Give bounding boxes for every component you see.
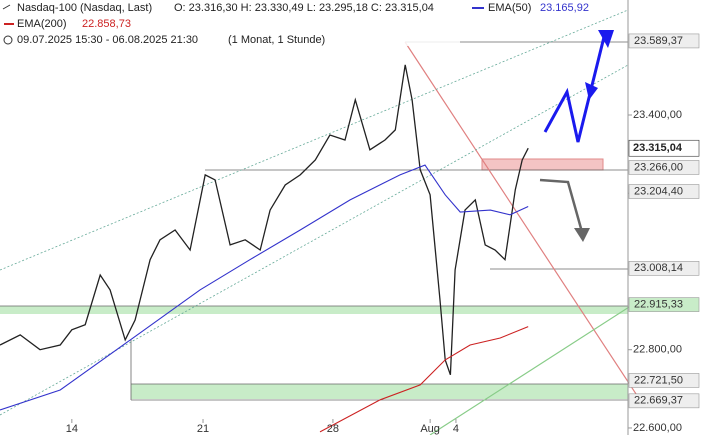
arrow-head	[598, 30, 614, 48]
level-label: 23.204,40	[634, 185, 683, 197]
y-tick-label: 23.400,00	[633, 109, 682, 121]
x-tick-label: 4	[453, 423, 459, 435]
level-label: 23.589,37	[634, 35, 683, 47]
level-label-box	[628, 33, 700, 49]
x-tick-label: 14	[66, 423, 78, 435]
arrow-head	[585, 82, 598, 100]
resistance-zone	[481, 158, 604, 171]
forecast-arrow	[539, 178, 584, 233]
icon	[2, 4, 11, 10]
x-tick-label: Aug	[420, 423, 440, 435]
ema-line	[0, 164, 529, 411]
level-label-box	[628, 260, 700, 276]
ema-line	[319, 326, 529, 433]
support-zone	[0, 306, 628, 314]
level-label: 22.669,37	[634, 395, 683, 407]
x-tick-label: 28	[327, 423, 339, 435]
level-label: 22.915,33	[634, 299, 683, 311]
y-tick-label: 22.600,00	[633, 422, 682, 434]
current-price-label: 23.315,04	[633, 142, 683, 154]
trend-line	[429, 299, 641, 435]
legend-name: EMA(50)	[488, 2, 531, 14]
date-range: 09.07.2025 15:30 - 06.08.2025 21:30	[17, 34, 198, 46]
level-label-box	[628, 373, 700, 388]
legend-name: EMA(200)	[17, 18, 67, 30]
channel-line	[0, 64, 629, 416]
trend-line	[404, 41, 641, 401]
legend-value: 22.858,73	[82, 18, 131, 30]
legend-value: 23.165,92	[540, 2, 589, 14]
level-label-box	[628, 297, 700, 312]
support-zone	[131, 384, 628, 399]
ohlc: O: 23.316,30 H: 23.330,49 L: 23.295,18 C…	[174, 2, 434, 14]
x-tick-label: 21	[197, 423, 209, 435]
channel-line	[0, 9, 629, 271]
level-label: 23.266,00	[634, 161, 683, 173]
plot	[0, 64, 529, 433]
level-label-box	[628, 393, 700, 409]
period: (1 Monat, 1 Stunde)	[228, 34, 325, 46]
level-label: 22.721,50	[634, 374, 683, 386]
arrow-head	[574, 228, 590, 242]
instrument: Nasdaq-100 (Nasdaq, Last)	[17, 2, 152, 14]
current-price-box	[628, 139, 700, 157]
price-line	[0, 64, 529, 376]
icon	[3, 35, 13, 45]
level-label: 23.008,14	[634, 262, 683, 274]
level-label-box	[628, 160, 700, 175]
level-label-box	[628, 184, 700, 199]
header-bg	[0, 0, 460, 46]
y-tick-label: 22.800,00	[633, 344, 682, 356]
